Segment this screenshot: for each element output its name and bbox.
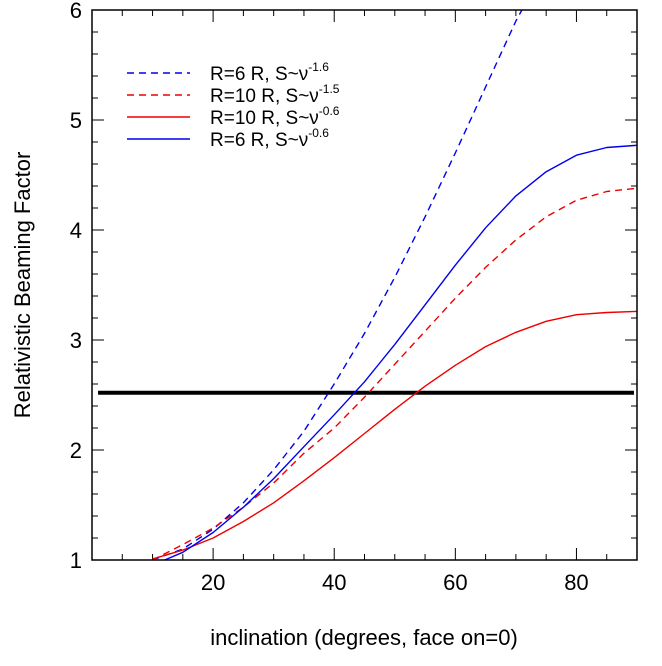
x-tick-label: 80 <box>564 570 588 595</box>
y-axis-title: Relativistic Beaming Factor <box>10 152 35 419</box>
y-tick-label: 4 <box>70 218 82 243</box>
series-line-2 <box>152 187 638 561</box>
y-tick-label: 3 <box>70 328 82 353</box>
x-tick-label: 60 <box>443 570 467 595</box>
legend-label-3: R=10 R, S~ν-0.6 <box>210 104 340 129</box>
y-tick-label: 5 <box>70 108 82 133</box>
x-axis-title: inclination (degrees, face on=0) <box>210 625 518 650</box>
x-tick-label: 40 <box>322 570 346 595</box>
y-tick-label: 2 <box>70 438 82 463</box>
y-tick-label: 6 <box>70 0 82 23</box>
y-tick-label: 1 <box>70 548 82 573</box>
legend: R=6 R, S~ν-1.6R=10 R, S~ν-1.5R=10 R, S~ν… <box>127 60 340 151</box>
series-line-3 <box>152 310 638 560</box>
x-tick-label: 20 <box>201 570 225 595</box>
tick-labels: 20 40 60 80 1 2 3 4 5 6 <box>70 0 589 595</box>
plot-background <box>92 10 637 560</box>
legend-label-1: R=6 R, S~ν-1.6 <box>210 60 329 85</box>
series-group <box>152 9 638 561</box>
legend-label-4: R=6 R, S~ν-0.6 <box>210 126 329 151</box>
series-line-4 <box>164 144 638 561</box>
plot-frame <box>91 9 638 561</box>
legend-label-2: R=10 R, S~ν-1.5 <box>210 82 340 107</box>
